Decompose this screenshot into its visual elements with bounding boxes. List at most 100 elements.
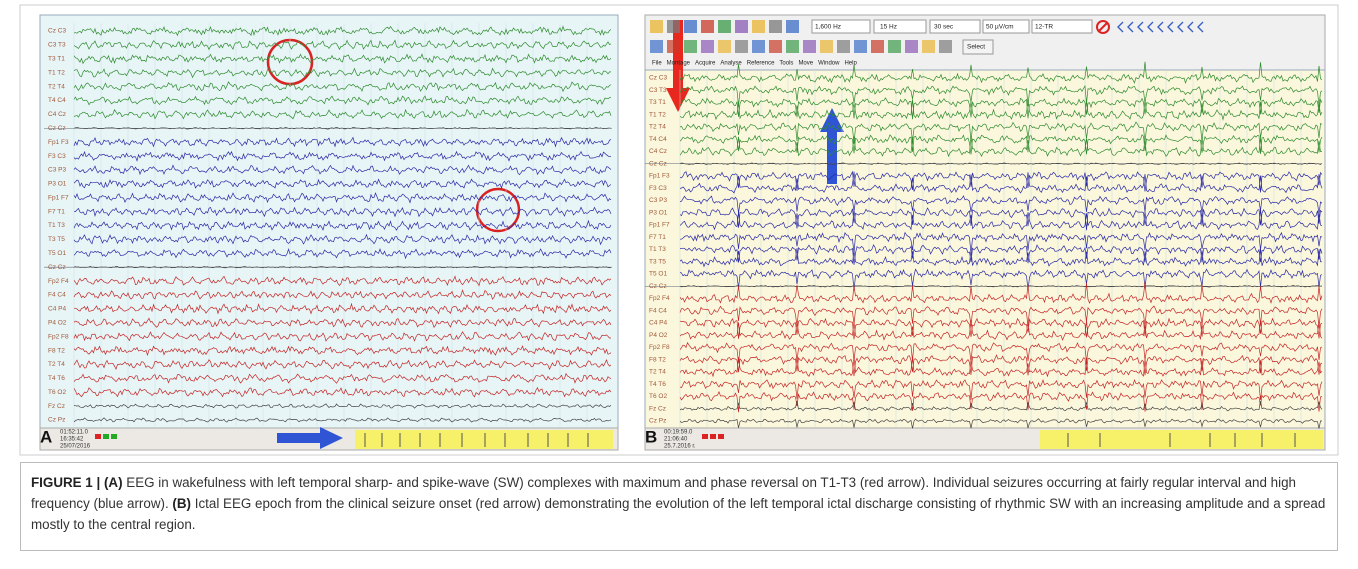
- toolbar-icon[interactable]: [752, 40, 765, 53]
- caption-text: Ictal EEG epoch from the clinical seizur…: [31, 496, 1326, 532]
- nav-icon[interactable]: [1117, 21, 1124, 33]
- toolbar-icon[interactable]: [820, 40, 833, 53]
- select-button[interactable]: [962, 39, 994, 55]
- nav-icon[interactable]: [1167, 21, 1174, 33]
- channel-label: P4 O2: [649, 332, 668, 339]
- toolbar-icon[interactable]: [837, 40, 850, 53]
- nav-icon[interactable]: [1157, 21, 1164, 33]
- menu-item[interactable]: Window: [818, 61, 840, 67]
- nav-icon[interactable]: [1137, 21, 1144, 33]
- channel-label: C3 P3: [649, 197, 667, 204]
- toolbar-icon[interactable]: [871, 40, 884, 53]
- eeg-trace: [679, 208, 1323, 231]
- eeg-trace: [73, 317, 612, 329]
- stop-icon: [1098, 22, 1108, 32]
- channel-label: C4 Cz: [48, 111, 66, 118]
- toolbar-icon[interactable]: [769, 20, 782, 33]
- select-box[interactable]: [982, 19, 1030, 34]
- eeg-trace: [679, 171, 1323, 194]
- caption-marker: (B): [172, 496, 192, 511]
- red-circle: [475, 187, 521, 233]
- toolbar-icon[interactable]: [786, 40, 799, 53]
- channel-label: T3 T5: [649, 258, 666, 265]
- toolbar-icon[interactable]: [735, 20, 748, 33]
- toolbar-icon[interactable]: [769, 40, 782, 53]
- status-time: 01:52:11.0: [60, 430, 89, 436]
- toolbar-icon[interactable]: [803, 40, 816, 53]
- toolbar-icon[interactable]: [735, 40, 748, 53]
- toolbar-icon[interactable]: [701, 20, 714, 33]
- toolbar-icon[interactable]: [786, 20, 799, 33]
- menu-item[interactable]: Move: [798, 61, 813, 67]
- page-length: 30 sec: [934, 24, 954, 31]
- caption: FIGURE 1 | (A) EEG in wakefulness with l…: [20, 462, 1338, 551]
- eeg-trace: [679, 121, 1323, 144]
- channel-label: F8 T2: [48, 347, 65, 354]
- eeg-trace: [73, 39, 612, 51]
- filter: 15 Hz: [880, 24, 897, 31]
- status-date: 25/07/2016: [60, 444, 91, 450]
- nav-icon[interactable]: [1187, 21, 1194, 33]
- status-clock: 16:35:42: [60, 437, 84, 443]
- eeg-trace: [73, 302, 612, 315]
- eeg-trace: [679, 341, 1323, 364]
- eeg-trace: [73, 108, 612, 120]
- select-box[interactable]: [929, 19, 981, 34]
- toolbar-icon[interactable]: [718, 40, 731, 53]
- eeg-trace: [73, 248, 612, 260]
- stop-icon[interactable]: [1096, 20, 1110, 34]
- menu-item[interactable]: Analyse: [720, 61, 742, 67]
- toolbar-icon[interactable]: [888, 40, 901, 53]
- menu-item[interactable]: Montage: [667, 61, 691, 67]
- channel-label: F7 T1: [48, 208, 65, 215]
- toolbar-icon[interactable]: [939, 40, 952, 53]
- nav-icon[interactable]: [1147, 21, 1154, 33]
- menu-item[interactable]: Tools: [779, 61, 793, 67]
- menu-item[interactable]: Acquire: [695, 61, 716, 67]
- eeg-trace: [73, 81, 612, 93]
- channel-label: F4 C4: [649, 307, 667, 314]
- eeg-trace: [73, 67, 611, 79]
- eeg-trace: [679, 390, 1323, 413]
- channel-label: Fp1 F3: [48, 139, 69, 146]
- status-flag: [710, 434, 716, 439]
- toolbar-icon[interactable]: [854, 40, 867, 53]
- eeg-trace: [679, 400, 1323, 412]
- sample-rate: 1,600 Hz: [815, 24, 841, 31]
- toolbar-icon[interactable]: [752, 20, 765, 33]
- nav-icon[interactable]: [1177, 21, 1184, 33]
- select-box[interactable]: [1031, 19, 1093, 34]
- menu-item[interactable]: Reference: [747, 61, 775, 67]
- eeg-trace: [73, 53, 612, 65]
- toolbar-icon[interactable]: [905, 40, 918, 53]
- eeg-trace: [73, 219, 612, 231]
- eeg-trace: [679, 99, 1323, 121]
- eeg-trace: [73, 289, 612, 300]
- select-box[interactable]: [873, 19, 927, 34]
- toolbar-icon[interactable]: [650, 40, 663, 53]
- channel-label: T3 T1: [649, 99, 666, 106]
- status-clock: 21:06:40: [664, 437, 688, 443]
- eeg-trace: [679, 96, 1323, 120]
- toolbar-icon[interactable]: [701, 40, 714, 53]
- montage: 12-TR: [1035, 24, 1053, 31]
- toolbar-icon[interactable]: [650, 20, 663, 33]
- channel-label: T3 T5: [48, 236, 65, 243]
- menu-item[interactable]: File: [652, 61, 662, 67]
- toolbar-icon[interactable]: [922, 40, 935, 53]
- toolbar-icon[interactable]: [667, 40, 680, 53]
- toolbar-icon[interactable]: [684, 20, 697, 33]
- toolbar-icon[interactable]: [718, 20, 731, 33]
- status-date: 25.7.2016 г.: [664, 444, 696, 450]
- toolbar-icon[interactable]: [684, 40, 697, 53]
- eeg-trace: [73, 164, 612, 176]
- nav-icon[interactable]: [1197, 21, 1204, 33]
- menu-item[interactable]: Help: [844, 61, 857, 67]
- select-box[interactable]: [811, 19, 871, 34]
- nav-icon[interactable]: [1127, 21, 1134, 33]
- status-flag: [702, 434, 708, 439]
- channel-label: T2 T4: [649, 369, 666, 376]
- eeg-trace: [73, 95, 612, 106]
- toolbar-icon[interactable]: [667, 20, 680, 33]
- eeg-trace: [679, 170, 1323, 193]
